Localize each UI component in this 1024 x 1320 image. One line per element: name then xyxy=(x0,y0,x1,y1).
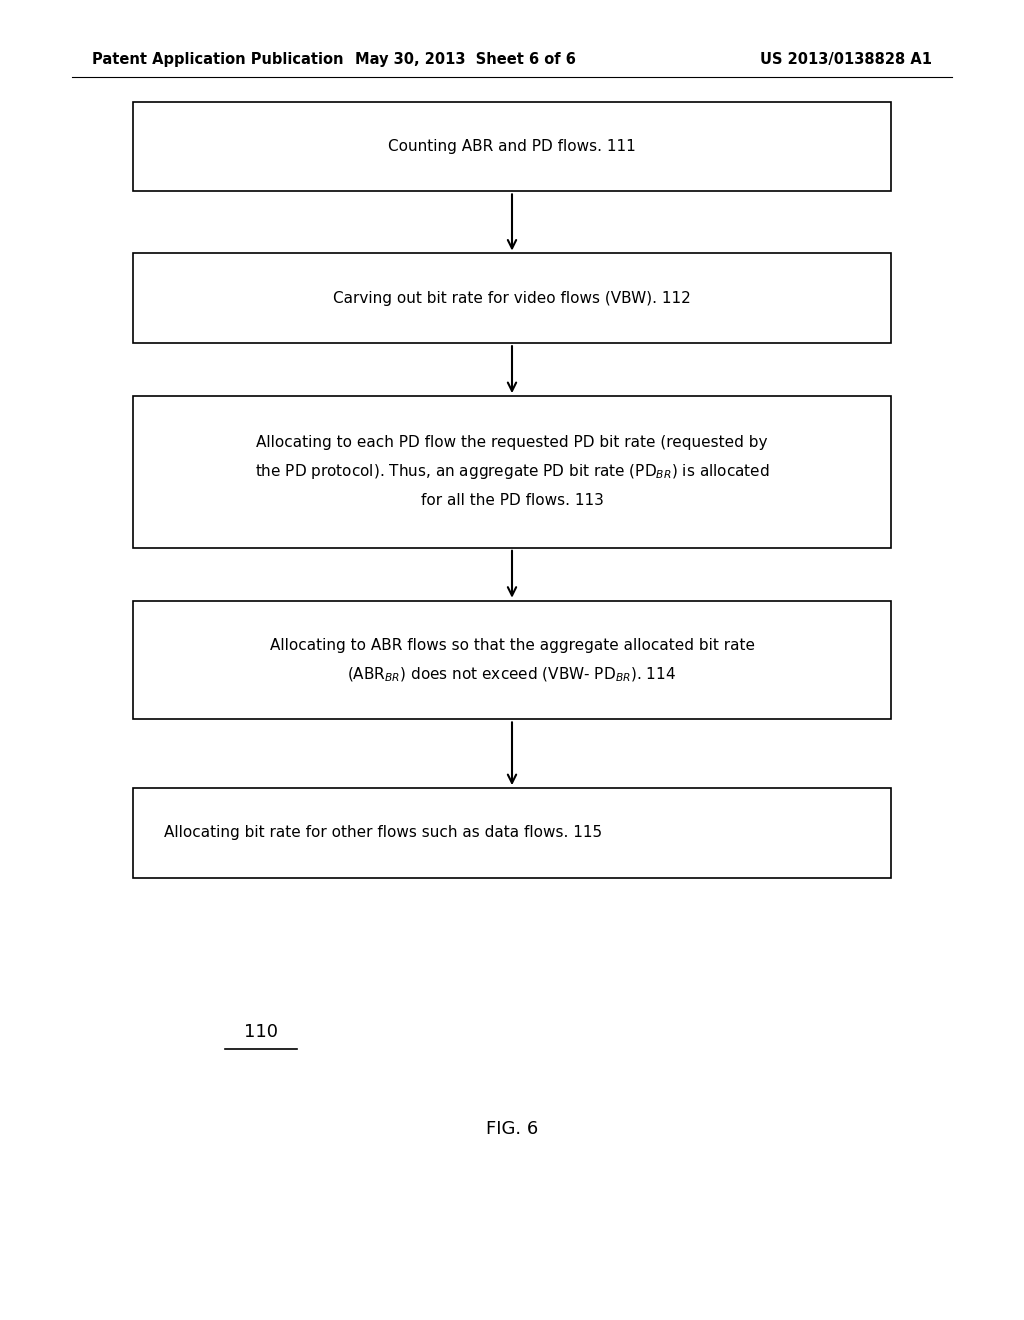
FancyBboxPatch shape xyxy=(133,102,891,191)
FancyBboxPatch shape xyxy=(133,396,891,548)
Text: the PD protocol). Thus, an aggregate PD bit rate (PD$_{BR}$) is allocated: the PD protocol). Thus, an aggregate PD … xyxy=(255,462,769,482)
Text: (ABR$_{BR}$) does not exceed (VBW- PD$_{BR}$). 114: (ABR$_{BR}$) does not exceed (VBW- PD$_{… xyxy=(347,665,677,684)
Text: Allocating to each PD flow the requested PD bit rate (requested by: Allocating to each PD flow the requested… xyxy=(256,436,768,450)
Text: Carving out bit rate for video flows (VBW). 112: Carving out bit rate for video flows (VB… xyxy=(333,290,691,306)
Text: US 2013/0138828 A1: US 2013/0138828 A1 xyxy=(760,51,932,67)
Text: FIG. 6: FIG. 6 xyxy=(485,1119,539,1138)
Text: Counting ABR and PD flows. 111: Counting ABR and PD flows. 111 xyxy=(388,139,636,154)
FancyBboxPatch shape xyxy=(133,788,891,878)
Text: Allocating to ABR flows so that the aggregate allocated bit rate: Allocating to ABR flows so that the aggr… xyxy=(269,638,755,653)
FancyBboxPatch shape xyxy=(133,601,891,719)
Text: for all the PD flows. 113: for all the PD flows. 113 xyxy=(421,494,603,508)
Text: Patent Application Publication: Patent Application Publication xyxy=(92,51,344,67)
Text: 110: 110 xyxy=(244,1023,279,1041)
Text: May 30, 2013  Sheet 6 of 6: May 30, 2013 Sheet 6 of 6 xyxy=(355,51,577,67)
FancyBboxPatch shape xyxy=(133,253,891,343)
Text: Allocating bit rate for other flows such as data flows. 115: Allocating bit rate for other flows such… xyxy=(164,825,602,841)
